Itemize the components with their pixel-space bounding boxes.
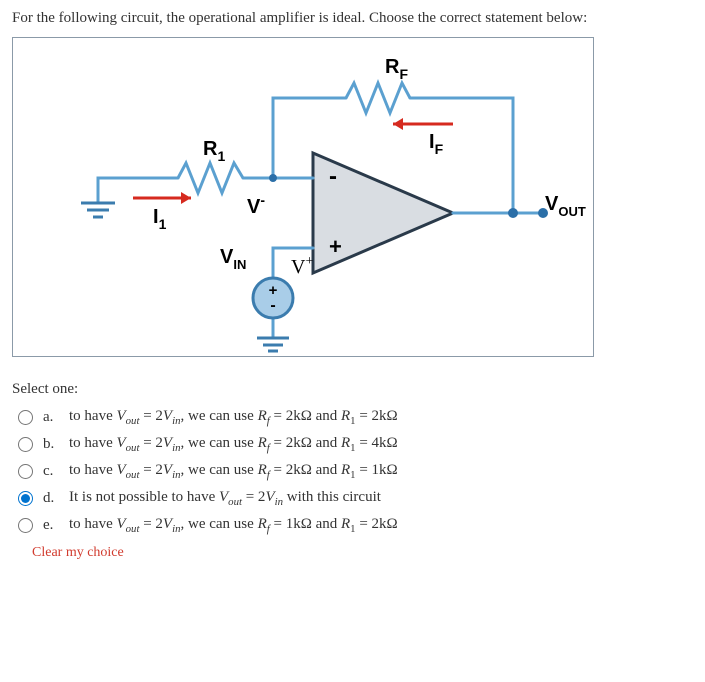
option-row-a[interactable]: a. to have Vout = 2Vin, we can use Rf = 2…: [12, 404, 693, 431]
circuit-diagram: + - - + RF IF R1 I1 V- V+ VIN VOUT: [12, 37, 594, 357]
arrow-i1: [133, 192, 191, 204]
label-vplus: V+: [291, 254, 313, 278]
option-letter: d.: [43, 490, 61, 507]
option-row-d[interactable]: d. It is not possible to have Vout = 2Vin…: [12, 485, 693, 512]
option-row-b[interactable]: b. to have Vout = 2Vin, we can use Rf = 2…: [12, 431, 693, 458]
option-text: It is not possible to have Vout = 2Vin w…: [69, 489, 381, 508]
option-radio-d[interactable]: [18, 491, 33, 506]
option-text: to have Vout = 2Vin, we can use Rf = 2kΩ…: [69, 435, 398, 454]
ground-source: [257, 338, 289, 351]
option-letter: e.: [43, 517, 61, 534]
option-text: to have Vout = 2Vin, we can use Rf = 2kΩ…: [69, 462, 398, 481]
option-radio-b[interactable]: [18, 437, 33, 452]
node-vout: [508, 208, 518, 218]
arrow-if: [393, 118, 453, 130]
option-row-e[interactable]: e. to have Vout = 2Vin, we can use Rf = 1…: [12, 512, 693, 539]
option-letter: c.: [43, 463, 61, 480]
option-letter: a.: [43, 409, 61, 426]
option-letter: b.: [43, 436, 61, 453]
clear-choice-link[interactable]: Clear my choice: [12, 545, 693, 561]
resistor-r1: [178, 163, 243, 193]
label-rf: RF: [385, 56, 408, 82]
option-radio-c[interactable]: [18, 464, 33, 479]
label-if: IF: [429, 131, 444, 157]
option-text: to have Vout = 2Vin, we can use Rf = 2kΩ…: [69, 408, 398, 427]
label-vin: VIN: [220, 246, 246, 272]
label-vout: VOUT: [545, 193, 586, 219]
option-row-c[interactable]: c. to have Vout = 2Vin, we can use Rf = 2…: [12, 458, 693, 485]
option-radio-a[interactable]: [18, 410, 33, 425]
ground-left: [81, 203, 115, 217]
node-vminus: [269, 174, 277, 182]
opamp-minus: -: [329, 163, 337, 190]
select-one-prompt: Select one:: [12, 381, 693, 398]
label-vminus: V-: [247, 192, 265, 218]
question-text: For the following circuit, the operation…: [12, 10, 693, 27]
label-r1: R1: [203, 138, 225, 164]
label-i1: I1: [153, 206, 167, 232]
answer-block: Select one: a. to have Vout = 2Vin, we ca…: [12, 381, 693, 561]
resistor-rf: [346, 83, 410, 113]
opamp-plus: +: [329, 234, 342, 259]
option-text: to have Vout = 2Vin, we can use Rf = 1kΩ…: [69, 516, 398, 535]
source-minus: -: [270, 297, 275, 314]
option-radio-e[interactable]: [18, 518, 33, 533]
